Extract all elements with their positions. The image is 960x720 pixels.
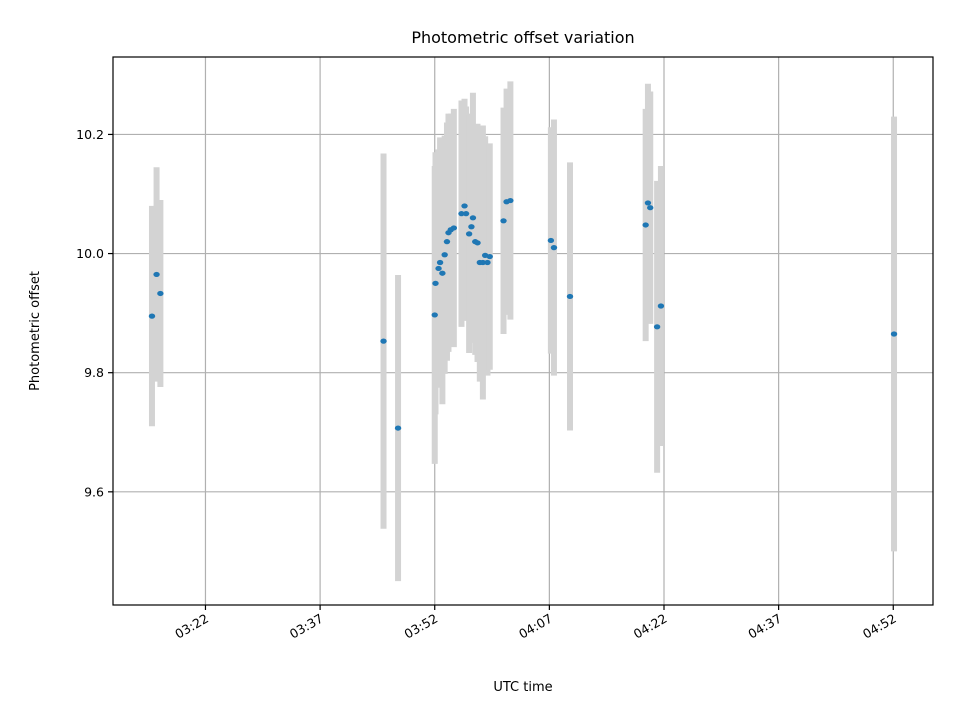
data-point: [431, 312, 438, 318]
data-point: [465, 231, 473, 237]
data-point: [443, 239, 451, 245]
data-point: [550, 245, 558, 251]
data-point: [474, 240, 481, 246]
data-point: [439, 270, 446, 276]
data-point: [461, 203, 468, 209]
data-point: [486, 253, 493, 260]
data-point: [653, 324, 661, 330]
data-point: [566, 293, 574, 300]
data-point: [432, 280, 439, 286]
data-point: [436, 259, 444, 266]
data-point: [479, 259, 487, 266]
data-point: [458, 211, 465, 217]
data-points: [148, 197, 898, 431]
x-axis-label: UTC time: [493, 680, 552, 695]
chart-title: Photometric offset variation: [411, 28, 634, 47]
data-point: [153, 271, 160, 278]
data-point: [450, 225, 458, 231]
y-tick-label: 10.2: [76, 127, 104, 142]
plot-frame: [112, 56, 934, 606]
data-point: [148, 313, 156, 319]
data-point: [435, 265, 442, 272]
data-point: [380, 338, 387, 344]
data-point: [507, 197, 514, 204]
data-point: [441, 252, 448, 258]
y-tick-label: 10.0: [76, 246, 104, 261]
y-tick-label: 9.8: [84, 365, 104, 380]
data-point: [462, 211, 470, 217]
y-axis-label: Photometric offset: [28, 271, 43, 391]
data-point: [657, 303, 665, 309]
data-point: [547, 237, 555, 244]
data-point: [500, 218, 507, 224]
data-point: [484, 259, 491, 266]
data-point: [157, 290, 164, 297]
data-point: [469, 215, 477, 221]
data-point: [468, 224, 475, 230]
data-point: [644, 200, 652, 206]
y-axis: 9.6 9.8 10.0 10.2: [76, 127, 113, 499]
data-point: [647, 205, 654, 211]
data-point: [394, 425, 402, 431]
data-point: [890, 331, 898, 337]
y-tick-label: 9.6: [84, 484, 104, 499]
data-point: [642, 222, 649, 228]
